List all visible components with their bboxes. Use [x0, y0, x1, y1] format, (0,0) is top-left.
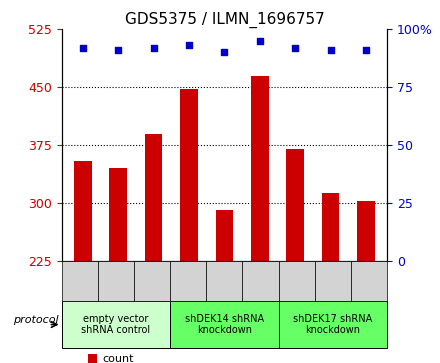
Bar	[216, 210, 233, 261]
Point	[363, 47, 370, 53]
FancyBboxPatch shape	[279, 301, 387, 348]
FancyBboxPatch shape	[62, 261, 98, 301]
Bar	[88, 354, 97, 363]
FancyBboxPatch shape	[170, 301, 279, 348]
FancyBboxPatch shape	[98, 261, 134, 301]
FancyBboxPatch shape	[170, 261, 206, 301]
Bar	[180, 89, 198, 261]
Bar	[74, 161, 92, 261]
Point	[327, 47, 334, 53]
Point	[186, 42, 193, 48]
Text: protocol: protocol	[13, 315, 59, 325]
Bar	[357, 201, 375, 261]
Point	[256, 38, 263, 44]
FancyBboxPatch shape	[62, 301, 170, 348]
Point	[79, 45, 86, 50]
Text: count: count	[102, 354, 134, 363]
FancyBboxPatch shape	[351, 261, 387, 301]
Title: GDS5375 / ILMN_1696757: GDS5375 / ILMN_1696757	[125, 12, 324, 28]
FancyBboxPatch shape	[315, 261, 351, 301]
Bar	[322, 193, 339, 261]
Text: empty vector
shRNA control: empty vector shRNA control	[81, 314, 150, 335]
Text: shDEK14 shRNA
knockdown: shDEK14 shRNA knockdown	[185, 314, 264, 335]
Bar	[110, 168, 127, 261]
FancyBboxPatch shape	[242, 261, 279, 301]
FancyBboxPatch shape	[134, 261, 170, 301]
FancyBboxPatch shape	[206, 261, 242, 301]
Bar	[251, 76, 269, 261]
Bar	[286, 149, 304, 261]
FancyBboxPatch shape	[279, 261, 315, 301]
Point	[150, 45, 157, 50]
Bar	[145, 134, 162, 261]
Text: shDEK17 shRNA
knockdown: shDEK17 shRNA knockdown	[293, 314, 373, 335]
Point	[292, 45, 299, 50]
Point	[115, 47, 122, 53]
Point	[221, 49, 228, 55]
